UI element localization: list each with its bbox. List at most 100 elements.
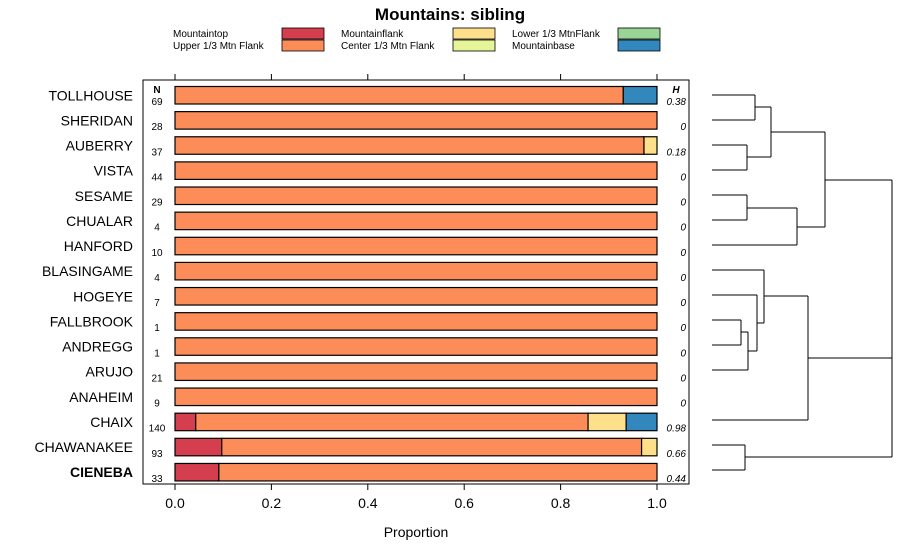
row-label: BLASINGAME bbox=[42, 263, 133, 279]
bar-segment bbox=[643, 136, 658, 155]
row-n-value: 44 bbox=[151, 172, 163, 183]
legend-label: Center 1/3 Mtn Flank bbox=[341, 41, 435, 52]
plot-area: N H TOLLHOUSE 69 0.38 SHERIDAN 28 0 AUBERRY 37 0.1… bbox=[34, 74, 690, 511]
bar-segment bbox=[174, 85, 624, 105]
row-n-value: 7 bbox=[154, 298, 160, 309]
row-label: FALLBROOK bbox=[50, 313, 134, 329]
legend-label: Upper 1/3 Mtn Flank bbox=[173, 41, 265, 52]
row-label: ANAHEIM bbox=[69, 389, 133, 405]
row-label: SHERIDAN bbox=[61, 112, 133, 128]
row-n-value: 93 bbox=[151, 449, 163, 460]
bar-segment bbox=[174, 261, 658, 281]
x-axis-title: Proportion bbox=[384, 524, 449, 540]
h-column-header: H bbox=[672, 85, 680, 96]
bar-segment bbox=[174, 111, 658, 130]
bar-segment bbox=[174, 161, 658, 180]
row-n-value: 4 bbox=[154, 273, 160, 284]
bar-segment bbox=[174, 412, 197, 432]
legend-label: Mountainflank bbox=[341, 29, 404, 40]
row-h-value: 0 bbox=[680, 248, 686, 259]
row-label: HOGEYE bbox=[73, 288, 133, 304]
row-h-value: 0 bbox=[680, 122, 686, 133]
chart-title: Mountains: sibling bbox=[375, 5, 525, 24]
row-h-value: 0.44 bbox=[667, 474, 687, 485]
row-h-value: 0.38 bbox=[667, 97, 687, 108]
row-h-value: 0 bbox=[680, 298, 686, 309]
legend-swatch bbox=[617, 27, 661, 40]
bar-segment bbox=[174, 186, 658, 206]
row-n-value: 69 bbox=[151, 97, 163, 108]
row-label: TOLLHOUSE bbox=[48, 87, 133, 103]
bar-segment bbox=[174, 211, 658, 231]
x-tick-label: 0.4 bbox=[358, 495, 378, 511]
x-tick-label: 1.0 bbox=[647, 495, 667, 511]
row-h-value: 0 bbox=[680, 198, 686, 209]
x-tick-label: 0.8 bbox=[551, 495, 571, 511]
bar-segment bbox=[587, 412, 627, 432]
row-label: CHAIX bbox=[90, 414, 133, 430]
bar-segment bbox=[195, 412, 589, 432]
row-n-value: 21 bbox=[151, 373, 163, 384]
bar-segment bbox=[174, 337, 658, 356]
row-h-value: 0 bbox=[680, 273, 686, 284]
row-h-value: 0.98 bbox=[667, 424, 687, 435]
bar-segment bbox=[625, 412, 658, 432]
row-label: VISTA bbox=[94, 163, 134, 179]
legend-label: Mountaintop bbox=[173, 29, 228, 40]
x-tick-label: 0.6 bbox=[454, 495, 474, 511]
legend-label: Lower 1/3 MtnFlank bbox=[512, 29, 601, 40]
legend-swatch bbox=[281, 39, 325, 52]
row-label: ARUJO bbox=[86, 364, 134, 380]
legend-label: Mountainbase bbox=[512, 41, 575, 52]
bar-segment bbox=[174, 462, 220, 482]
row-h-value: 0 bbox=[680, 348, 686, 359]
row-h-value: 0 bbox=[680, 323, 686, 334]
row-label: CHAWANAKEE bbox=[34, 439, 133, 455]
legend-swatch bbox=[452, 39, 496, 52]
bar-segment bbox=[218, 462, 658, 482]
bar-segment bbox=[640, 437, 658, 457]
bar-segment bbox=[174, 437, 223, 457]
bar-segment bbox=[622, 85, 658, 105]
row-label: CIENEBA bbox=[70, 464, 133, 480]
dendrogram bbox=[712, 94, 893, 471]
legend-swatch bbox=[452, 27, 496, 40]
row-n-value: 28 bbox=[151, 122, 163, 133]
bar-segment bbox=[174, 286, 658, 306]
row-n-value: 140 bbox=[149, 424, 166, 435]
row-n-value: 4 bbox=[154, 223, 160, 234]
row-h-value: 0.66 bbox=[667, 449, 687, 460]
row-n-value: 29 bbox=[151, 198, 163, 209]
bar-segment bbox=[174, 136, 645, 155]
row-h-value: 0 bbox=[680, 172, 686, 183]
row-label: AUBERRY bbox=[66, 138, 134, 154]
x-tick-label: 0.0 bbox=[165, 495, 185, 511]
plot-frame bbox=[142, 79, 690, 485]
legend-swatch bbox=[281, 27, 325, 40]
bar-segment bbox=[174, 387, 658, 407]
row-label: CHUALAR bbox=[66, 213, 133, 229]
row-n-value: 37 bbox=[151, 147, 163, 158]
row-h-value: 0 bbox=[680, 399, 686, 410]
row-n-value: 10 bbox=[151, 248, 163, 259]
n-column-header: N bbox=[153, 85, 160, 96]
row-label: ANDREGG bbox=[62, 339, 133, 355]
row-n-value: 1 bbox=[154, 348, 160, 359]
row-h-value: 0 bbox=[680, 223, 686, 234]
row-h-value: 0 bbox=[680, 373, 686, 384]
x-tick-label: 0.2 bbox=[262, 495, 282, 511]
row-h-value: 0.18 bbox=[667, 147, 687, 158]
bar-segment bbox=[174, 312, 658, 331]
legend-swatch bbox=[617, 39, 661, 52]
row-n-value: 1 bbox=[154, 323, 160, 334]
bar-segment bbox=[221, 437, 643, 457]
row-label: SESAME bbox=[75, 188, 133, 204]
row-label: HANFORD bbox=[64, 238, 133, 254]
bar-segment bbox=[174, 236, 658, 256]
row-n-value: 33 bbox=[151, 474, 163, 485]
bar-segment bbox=[174, 362, 658, 382]
row-n-value: 9 bbox=[154, 399, 160, 410]
